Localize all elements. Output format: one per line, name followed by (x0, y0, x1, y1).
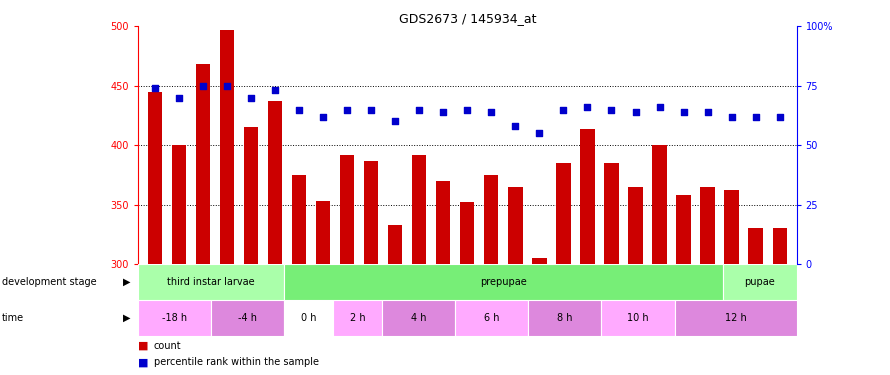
Bar (364, 160, 378, 264)
Bar (508, 187, 522, 264)
Bar (172, 145, 186, 264)
Bar (455, 300, 529, 336)
Point (676, 109, 691, 115)
Point (172, 94, 186, 100)
Bar (211, 300, 284, 336)
Bar (382, 300, 455, 336)
Point (748, 114, 763, 120)
Point (316, 114, 330, 120)
Bar (333, 300, 382, 336)
Text: 10 h: 10 h (627, 313, 649, 323)
Point (628, 109, 643, 115)
Text: ▶: ▶ (123, 313, 130, 323)
Point (556, 106, 570, 112)
Bar (412, 155, 426, 264)
Point (436, 109, 450, 115)
Bar (604, 163, 619, 264)
Bar (244, 128, 258, 264)
Bar (556, 163, 570, 264)
Bar (484, 175, 498, 264)
Point (196, 83, 210, 89)
Bar (388, 225, 402, 264)
Point (148, 85, 162, 91)
Point (508, 123, 522, 129)
Text: ■: ■ (138, 357, 149, 368)
Text: ▶: ▶ (123, 277, 130, 287)
Point (244, 94, 258, 100)
Bar (138, 300, 211, 336)
Text: third instar larvae: third instar larvae (167, 277, 255, 287)
Point (484, 109, 498, 115)
Bar (340, 155, 354, 264)
Bar (268, 101, 282, 264)
Text: ■: ■ (138, 340, 149, 351)
Bar (773, 228, 787, 264)
Bar (220, 30, 234, 264)
Text: 2 h: 2 h (350, 313, 365, 323)
Text: time: time (2, 313, 24, 323)
Text: prepupae: prepupae (481, 277, 527, 287)
Text: count: count (154, 340, 182, 351)
Text: 4 h: 4 h (410, 313, 426, 323)
Text: 8 h: 8 h (557, 313, 572, 323)
Point (292, 106, 306, 112)
Point (388, 118, 402, 124)
Bar (284, 300, 333, 336)
Bar (602, 300, 675, 336)
Text: 6 h: 6 h (484, 313, 499, 323)
Bar (724, 264, 797, 300)
Text: development stage: development stage (2, 277, 96, 287)
Point (724, 114, 739, 120)
Text: -4 h: -4 h (239, 313, 257, 323)
Bar (148, 92, 162, 264)
Bar (676, 195, 691, 264)
Bar (628, 187, 643, 264)
Point (604, 106, 619, 112)
Bar (652, 145, 667, 264)
Bar (436, 181, 450, 264)
Bar (532, 258, 546, 264)
Bar (700, 187, 715, 264)
Point (652, 104, 667, 110)
Bar (748, 228, 763, 264)
Text: 0 h: 0 h (301, 313, 317, 323)
Bar (284, 264, 724, 300)
Bar (529, 300, 602, 336)
Bar (675, 300, 797, 336)
Point (412, 106, 426, 112)
Bar (724, 190, 739, 264)
Point (580, 104, 595, 110)
Point (532, 130, 546, 136)
Text: 12 h: 12 h (724, 313, 747, 323)
Text: percentile rank within the sample: percentile rank within the sample (154, 357, 319, 368)
Point (268, 87, 282, 93)
Text: -18 h: -18 h (162, 313, 187, 323)
Title: GDS2673 / 145934_at: GDS2673 / 145934_at (399, 12, 536, 25)
Bar (138, 264, 284, 300)
Bar (316, 201, 330, 264)
Bar (580, 129, 595, 264)
Bar (196, 64, 210, 264)
Point (773, 114, 787, 120)
Point (460, 106, 474, 112)
Point (364, 106, 378, 112)
Point (340, 106, 354, 112)
Bar (292, 175, 306, 264)
Point (700, 109, 715, 115)
Text: pupae: pupae (745, 277, 775, 287)
Point (220, 83, 234, 89)
Bar (460, 202, 474, 264)
